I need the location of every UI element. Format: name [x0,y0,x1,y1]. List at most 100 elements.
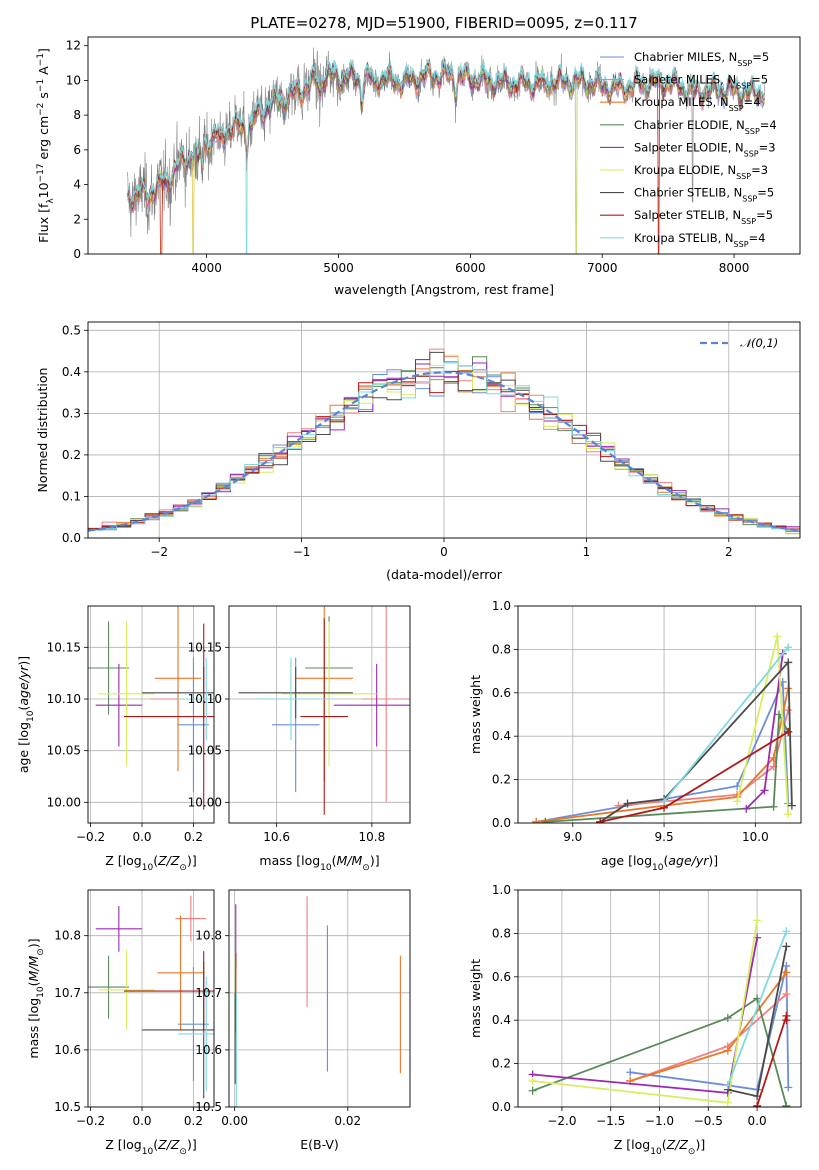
errorbar-kroupa-elodie [98,621,155,767]
x-tick-label: 9.5 [655,830,674,844]
legend-label: Salpeter ELODIE, NSSP=3 [634,140,776,158]
y-axis-label: age [log10(age/yr)] [16,656,36,773]
weight-marker [769,802,778,811]
axes-mass_vs_ebv: 0.00 0.02 10.5 10.6 10.7 10.8 [195,889,411,1128]
axes-mass_weight_vs_age: 9.0 9.5 10.0 0.0 0.2 0.4 0.6 0.8 1.0 [492,599,802,844]
y-tick-label: 0.3 [62,406,81,420]
errorbar-kroupa-elodie [98,949,155,1030]
legend-nssp-sub: SSP [736,81,751,90]
x-axis-label: E(B-V) [300,1137,339,1152]
y-tick-label: 12 [66,39,81,53]
label-part: Flux [f [36,203,51,243]
weight-marker [784,643,793,652]
axes-frame [87,36,801,255]
legend-eq: = [752,50,762,64]
weight-marker [784,658,793,667]
plot-area-mass_weight_vs_age [532,632,796,823]
x-tick-label: 0.02 [334,1114,361,1128]
weight-marker [528,1086,537,1095]
weight-marker [723,1014,732,1023]
label-part: ] [36,48,51,53]
histogram-kroupa-stelib [88,362,800,538]
x-tick-label: 7000 [587,261,618,275]
x-tick-label: −0.2 [76,1114,105,1128]
weight-line-salpeter-elodie [532,937,758,1094]
x-axis-label: Z [log10(Z/Z⊙)] [105,853,196,873]
y-axis-label: Normed distribution [35,368,50,493]
weight-marker [528,1076,537,1085]
label-part: 10 [652,863,664,873]
label-part: )] [370,853,380,868]
legend-nssp-prefix: , N [720,73,736,87]
y-axis-label: mass weight [468,959,483,1038]
legend-eq: = [751,163,761,177]
legend-nssp-value: 4 [758,231,765,245]
x-axis-label: mass [log10(M/M⊙)] [259,853,379,873]
errorbar-salpeter-elodie [95,905,142,952]
model-spectrum-kroupa-miles [127,65,765,254]
y-tick-label: 0.2 [492,773,511,787]
x-tick-label: −2.0 [547,1114,576,1128]
label-part: )] [187,853,197,868]
normal-reference-curve [88,371,800,532]
legend-eq: = [757,186,767,200]
label-part: mass [log [26,998,41,1059]
label-part: λ [46,198,56,204]
plot-area-spectrum [127,47,765,254]
x-axis-label: wavelength [Angstrom, rest frame] [334,282,554,297]
label-part: Z/Z [157,1137,180,1152]
weight-marker [784,810,793,819]
label-part: M/M [26,955,41,981]
weight-marker [733,782,742,791]
errorbar-chabrier-stelib [238,666,353,719]
legend-nssp-value: 3 [768,140,775,154]
errorbar-kroupa-stelib [178,976,214,1092]
y-tick-label: 2 [73,212,81,226]
weight-marker [760,786,769,795]
label-part: age [log [601,853,652,868]
legend-label: Kroupa ELODIE, NSSP=3 [634,163,768,181]
legend-nssp-prefix: , N [713,95,729,109]
label-part: ⊙ [362,863,370,873]
legend-label: Kroupa MILES, NSSP=4 [634,95,761,113]
weight-marker [723,1046,732,1055]
weight-marker [782,1016,791,1025]
plot-area-mass_vs_ebv [234,896,401,1107]
errorbar-kroupa-stelib [178,657,214,741]
weight-marker [787,801,796,810]
x-tick-label: −2 [150,545,168,559]
x-tick-label: 0.2 [184,830,203,844]
legend-nssp-value: 4 [769,118,776,132]
legend-nssp-prefix: , N [721,50,737,64]
weight-marker [782,1101,791,1107]
errorbar-salpeter-miles [362,606,410,803]
legend-model-name: Kroupa ELODIE [634,163,720,177]
y-tick-label: 10.15 [47,640,81,654]
weight-line-chabrier-elodie [545,711,789,823]
label-part: )] [26,938,41,948]
errorbar-kroupa-miles [157,915,204,1030]
label-part: s [36,92,51,103]
x-tick-label: 5000 [323,261,354,275]
label-part: −17 [36,163,46,182]
y-tick-label: 0.8 [492,926,511,940]
x-tick-label: 10.0 [742,830,769,844]
plot-area-age_vs_Z [88,606,214,810]
y-tick-label: 10.7 [195,986,222,1000]
y-tick-label: 10 [66,73,81,87]
axes-frame [517,889,802,1108]
x-tick-label: 6000 [455,261,486,275]
label-part: 10 [36,182,51,198]
x-tick-label: 8000 [719,261,750,275]
model-spectrum-chabrier-elodie [127,63,765,254]
label-part: ( [153,1137,158,1152]
y-axis-label: mass [log10(M/M⊙)] [26,938,46,1058]
y-tick-label: 8 [73,108,81,122]
label-part: )] [695,1137,705,1152]
x-tick-label: −1.0 [645,1114,674,1128]
label-part: Z [log [614,1137,650,1152]
y-tick-label: 10.10 [47,692,81,706]
weight-marker [782,942,791,951]
legend-nssp-sub: SSP [736,172,751,181]
legend-nssp-value: 5 [761,73,768,87]
